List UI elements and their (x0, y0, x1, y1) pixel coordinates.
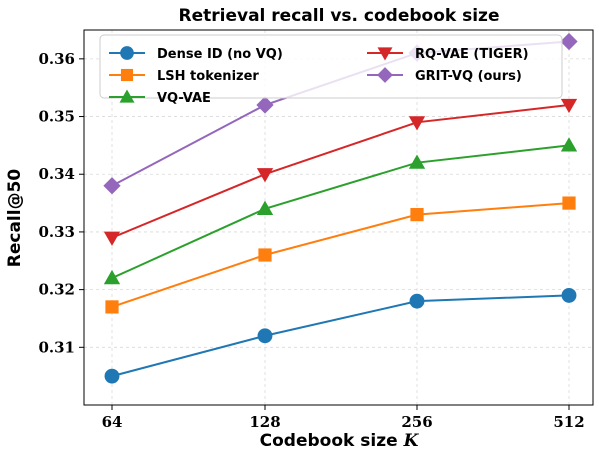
legend-marker (377, 47, 393, 61)
chart-title: Retrieval recall vs. codebook size (179, 6, 500, 26)
data-point (410, 208, 424, 222)
data-point (103, 177, 121, 195)
legend-label: RQ-VAE (TIGER) (415, 47, 529, 62)
x-axis-label: Codebook size K (260, 431, 420, 451)
legend-marker (120, 46, 134, 60)
data-point (408, 154, 426, 169)
data-point (408, 116, 426, 131)
legend-marker (377, 67, 393, 83)
data-point (103, 231, 121, 246)
series-line (111, 202, 570, 308)
series (105, 196, 576, 314)
plot-frame (83, 29, 594, 406)
data-point (256, 200, 274, 215)
legend-box (99, 34, 563, 99)
x-tick-label: 128 (249, 413, 280, 431)
data-point (256, 96, 274, 114)
legend: Dense ID (no VQ) LSH tokenizer VQ-VAE RQ-VA… (99, 34, 563, 106)
data-point (104, 368, 120, 384)
legend-label: VQ-VAE (157, 91, 211, 106)
legend-marker (119, 89, 135, 103)
series-line (111, 294, 570, 378)
data-point (105, 300, 119, 314)
data-point (256, 168, 274, 183)
axes: 0.31 0.32 0.33 0.34 0.35 0.36 64 128 256 512 (38, 50, 584, 431)
x-tick-label: 256 (401, 413, 432, 431)
legend-entry: RQ-VAE (TIGER) (367, 47, 529, 62)
series (103, 137, 578, 285)
data-point (257, 328, 273, 344)
y-tick-label: 0.36 (38, 50, 75, 68)
legend-label: Dense ID (no VQ) (157, 47, 283, 62)
legend-label: LSH tokenizer (157, 69, 259, 84)
y-tick-label: 0.32 (38, 281, 75, 299)
legend-entry: VQ-VAE (109, 89, 211, 106)
series-line (111, 144, 570, 279)
data-point (409, 293, 425, 309)
y-tick-label: 0.33 (38, 223, 75, 241)
series (104, 287, 577, 384)
series (103, 98, 578, 246)
y-axis-label: Recall@50 (5, 169, 25, 268)
legend-entry: LSH tokenizer (109, 68, 259, 84)
legend-marker (120, 68, 134, 82)
legend-entry: Dense ID (no VQ) (109, 46, 283, 62)
y-tick-label: 0.31 (38, 338, 75, 356)
series-line (111, 104, 570, 239)
x-tick-label: 512 (553, 413, 584, 431)
data-point (258, 248, 272, 262)
legend-label: GRIT-VQ (ours) (415, 69, 522, 84)
data-point (560, 137, 578, 152)
y-tick-label: 0.35 (38, 108, 75, 126)
data-point (560, 98, 578, 114)
data-point (561, 287, 577, 303)
x-tick-label: 64 (102, 413, 123, 431)
data-point (103, 269, 121, 285)
y-tick-label: 0.34 (38, 165, 75, 183)
legend-entry: GRIT-VQ (ours) (367, 67, 522, 84)
data-point (560, 32, 578, 51)
data-point (562, 196, 576, 210)
